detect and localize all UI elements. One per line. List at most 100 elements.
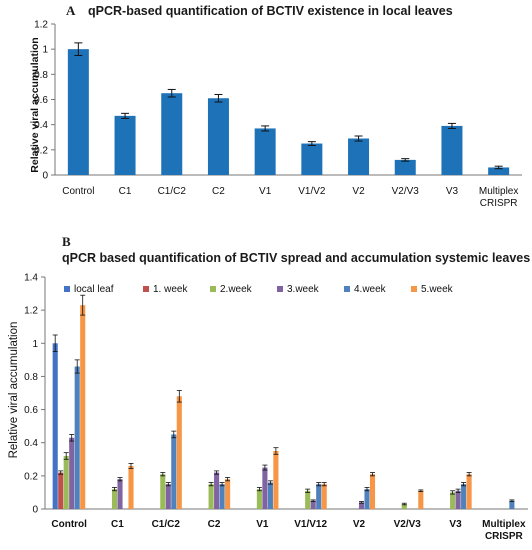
panel-b-y-tick-label: 1.4 [24, 273, 38, 284]
panel-b-y-axis-label: Relative viral accumulation [8, 322, 20, 459]
panel-b-bar [369, 474, 376, 509]
panel-b-bar [358, 502, 365, 509]
panel-b-label: B [62, 234, 71, 249]
panel-b-bar [69, 437, 75, 509]
panel-b-bar [63, 455, 69, 509]
panel-b-x-tick-label: Multiplex [482, 519, 526, 530]
panel-b-bar [450, 492, 456, 509]
panel-b-x-tick-label: C2 [208, 519, 221, 530]
panel-b-bar [364, 489, 370, 509]
panel-a-y-axis-label: Relative viral accumulation [29, 37, 41, 172]
panel-a-x-tick-label: V2/V3 [392, 186, 420, 197]
panel-a-bar [114, 115, 136, 175]
panel-b-title: qPCR based quantification of BCTIV sprea… [62, 251, 530, 265]
panel-b-x-tick-label: V1 [256, 519, 269, 530]
panel-b-legend-swatch [64, 286, 70, 292]
panel-b-y-tick-label: 1.2 [24, 306, 38, 317]
panel-b-bar [74, 366, 80, 509]
panel-b-y-tick-label: 0.2 [24, 471, 38, 482]
panel-b-x-tick-label: V2 [353, 519, 366, 530]
panel-b-legend-label: 3.week [287, 284, 320, 295]
panel-b-bar [165, 484, 171, 509]
panel-a-x-tick-label: CRISPR [480, 198, 518, 209]
panel-b-bar [305, 490, 311, 509]
panel-a-bar [207, 98, 229, 175]
panel-b-y-tick-label: 0.8 [24, 372, 38, 383]
panel-b-bar [52, 343, 58, 509]
panel-b-bar [310, 500, 316, 509]
panel-b-bar [176, 396, 182, 509]
panel-b-bar [58, 472, 64, 509]
panel-b-bar [267, 482, 273, 509]
panel-a-bar [441, 125, 463, 175]
panel-a-x-tick-label: Multiplex [479, 186, 518, 197]
panel-b-y-tick-label: 0.6 [24, 405, 38, 416]
panel-b-x-tick-label: V2/V3 [394, 519, 422, 530]
panel-a-x-tick-label: V2 [352, 186, 365, 197]
panel-b-legend-label: local leaf [74, 284, 114, 295]
panel-b-bar [401, 504, 407, 509]
panel-b-legend-swatch [277, 286, 283, 292]
panel-a-x-tick-label: Control [62, 186, 94, 197]
panel-b-bar [321, 484, 327, 509]
panel-b-legend-label: 1. week [153, 284, 188, 295]
panel-b: B qPCR based quantification of BCTIV spr… [8, 234, 530, 542]
panel-b-bar [455, 490, 461, 509]
panel-b-bar [219, 484, 225, 509]
panel-b-x-tick-label: V3 [449, 519, 462, 530]
panel-b-bar [466, 474, 472, 509]
panel-a-label: A [66, 3, 76, 18]
panel-b-bar [117, 479, 123, 509]
panel-b-bar [128, 465, 134, 509]
panel-b-legend-swatch [411, 286, 417, 292]
panel-a-y-tick-label: 0.2 [34, 145, 48, 156]
panel-a-x-tick-label: V1/V2 [298, 186, 326, 197]
panel-a-bar [394, 159, 416, 175]
panel-a-y-tick-label: 1 [42, 45, 48, 56]
panel-a-bar [254, 128, 276, 175]
panel-a-y-tick-label: 0 [42, 171, 48, 182]
panel-a-x-tick-label: V1 [259, 186, 272, 197]
panel-b-legend-label: 2.week [220, 284, 253, 295]
panel-a-y-tick-label: 0.6 [34, 95, 48, 106]
panel-b-bar [111, 489, 118, 509]
panel-a-bar [301, 143, 323, 175]
panel-a-bar [67, 49, 89, 175]
panel-a-bar [348, 138, 370, 175]
panel-b-x-tick-label: Control [51, 519, 87, 530]
panel-b-legend-swatch [344, 286, 350, 292]
panel-b-bar [208, 484, 214, 509]
panel-b-legend-swatch [143, 286, 149, 292]
panel-b-bar [225, 479, 231, 509]
panel-b-legend: local leaf 1. week 2.week 3.week 4.week 5.wee… [64, 284, 454, 295]
panel-a-x-tick-label: C1/C2 [158, 186, 187, 197]
panel-a-y-tick-label: 0.8 [34, 70, 48, 81]
panel-a: A qPCR-based quantification of BCTIV exi… [29, 3, 522, 209]
panel-a-x-tick-label: C2 [212, 186, 225, 197]
panel-b-bar [160, 474, 166, 509]
panel-a-title: qPCR-based quantification of BCTIV exist… [88, 4, 453, 18]
panel-b-y-tick-label: 1 [32, 339, 38, 350]
panel-b-x-tick-label: C1 [111, 519, 124, 530]
panel-b-x-tick-label: CRISPR [485, 531, 524, 542]
panel-b-x-tick-label: C1/C2 [152, 519, 181, 530]
panel-b-bar [509, 500, 515, 509]
panel-b-bar [80, 305, 86, 509]
panel-a-bar [488, 167, 510, 175]
panel-a-y-tick-label: 1.2 [34, 20, 48, 31]
panel-b-x-tick-label: V1/V12 [294, 519, 327, 530]
panel-b-y-tick-label: 0 [32, 505, 38, 516]
panel-a-y-tick-label: 0.4 [34, 120, 48, 131]
panel-b-bar [262, 467, 268, 509]
panel-a-bar [161, 93, 183, 175]
panel-b-legend-label: 5.week [421, 284, 454, 295]
panel-b-bar [273, 451, 279, 509]
panel-b-bar [171, 434, 177, 509]
panel-b-y-tick-label: 0.4 [24, 438, 38, 449]
panel-b-legend-label: 4.week [354, 284, 387, 295]
panel-b-bar [256, 489, 262, 509]
panel-b-bar [461, 484, 467, 509]
panel-b-legend-swatch [210, 286, 216, 292]
panel-b-bar [214, 472, 220, 509]
